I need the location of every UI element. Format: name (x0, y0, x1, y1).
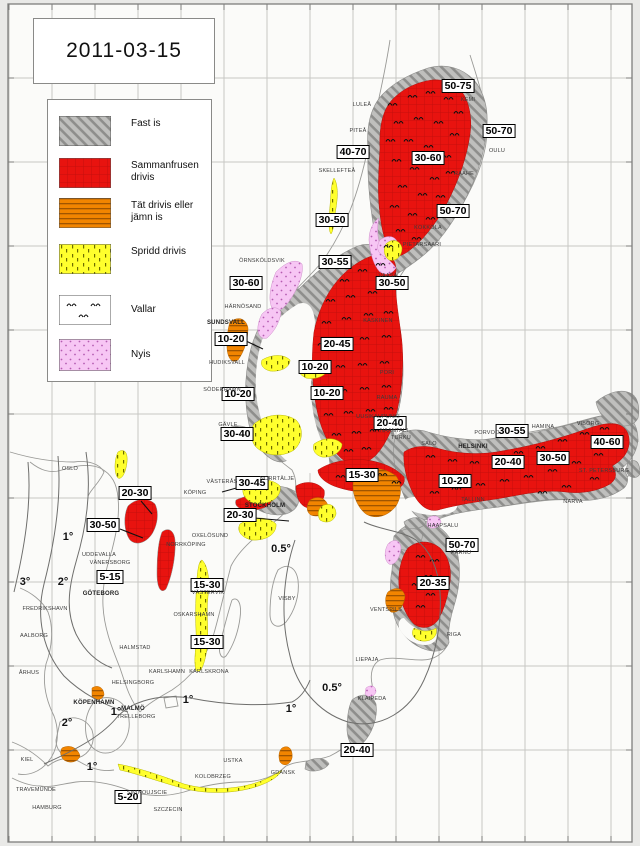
fast-is-swatch-icon (59, 116, 111, 146)
spridd-drivis-swatch-icon (59, 244, 111, 274)
chart-date: 2011-03-15 (66, 39, 182, 62)
legend-box: Fast is Sammanfrusen drivis Tät drivis el… (47, 99, 212, 382)
vallar-swatch-icon (59, 295, 111, 325)
legend-label: jämn is (131, 212, 163, 223)
legend-label: Spridd drivis (131, 246, 187, 257)
legend-label: Sammanfrusen (131, 160, 199, 171)
date-box: 2011-03-15 (33, 18, 215, 84)
nyis-swatch-icon (59, 339, 111, 371)
tat-drivis-swatch-icon (59, 198, 111, 228)
sammanfrusen-drivis-swatch-icon (59, 158, 111, 188)
legend-label: Tät drivis eller (131, 200, 194, 211)
nyis-pink-areas (257, 217, 442, 697)
legend-label: drivis (131, 172, 155, 183)
map-frame (7, 3, 633, 843)
legend-label: Vallar (131, 304, 156, 315)
legend-label: Nyis (131, 349, 151, 360)
legend-label: Fast is (131, 118, 161, 129)
drift-ice-red-areas (124, 79, 630, 628)
temperature-contours (13, 451, 441, 765)
